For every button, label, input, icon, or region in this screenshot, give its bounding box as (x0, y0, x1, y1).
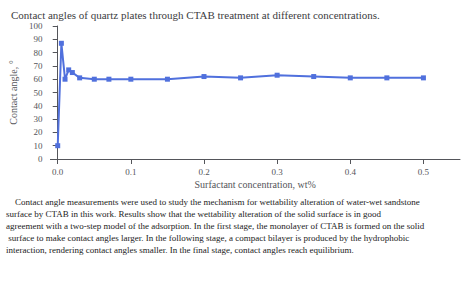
svg-text:interaction, rendering contact: interaction, rendering contact angles sm… (6, 245, 354, 255)
svg-text:0: 0 (38, 154, 43, 164)
svg-text:70: 70 (33, 61, 43, 71)
svg-text:50: 50 (33, 88, 43, 98)
svg-text:0.1: 0.1 (125, 167, 136, 177)
svg-text:0.2: 0.2 (198, 167, 209, 177)
svg-text:80: 80 (33, 48, 43, 58)
svg-text:0.5: 0.5 (418, 167, 430, 177)
svg-text:100: 100 (29, 21, 43, 31)
svg-text:surface to make contact angles: surface to make contact angles larger. I… (6, 233, 411, 243)
svg-text:30: 30 (33, 114, 43, 124)
svg-text:10: 10 (33, 141, 43, 151)
svg-text:Contact angle measurements wer: Contact angle measurements were used to … (6, 197, 422, 207)
svg-text:0.4: 0.4 (345, 167, 357, 177)
svg-text:Surfactant concentration, wt%: Surfactant concentration, wt% (195, 179, 316, 190)
svg-text:surface by CTAB in this work.: surface by CTAB in this work. Results sh… (6, 209, 383, 219)
svg-text:0.0: 0.0 (52, 167, 64, 177)
svg-text:Contact angles of quartz plate: Contact angles of quartz plates through … (11, 9, 380, 21)
svg-text:20: 20 (33, 127, 43, 137)
svg-text:60: 60 (33, 74, 43, 84)
svg-text:0.3: 0.3 (272, 167, 284, 177)
svg-text:Contact angle, °: Contact angle, ° (8, 60, 19, 124)
svg-text:40: 40 (33, 101, 43, 111)
svg-text:agreement with a two-step mode: agreement with a two-step model of the a… (6, 221, 425, 231)
svg-text:90: 90 (33, 34, 43, 44)
